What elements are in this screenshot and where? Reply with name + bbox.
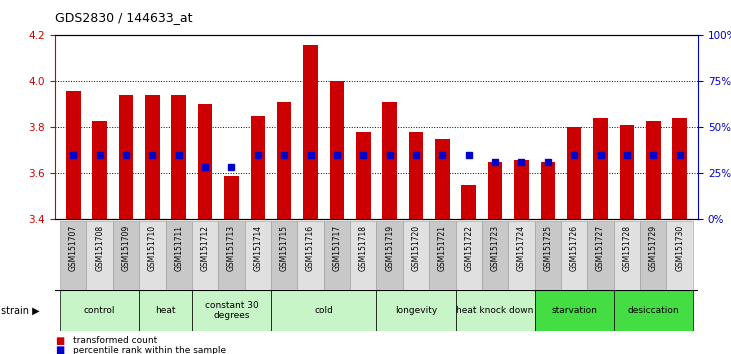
Text: GSM151727: GSM151727 — [596, 225, 605, 271]
Bar — [271, 290, 376, 331]
Bar — [118, 95, 133, 219]
Text: constant 30
degrees: constant 30 degrees — [205, 301, 258, 320]
Bar — [113, 221, 139, 292]
Bar — [277, 102, 292, 219]
Bar — [271, 221, 298, 292]
Text: starvation: starvation — [551, 306, 597, 315]
Text: ■: ■ — [55, 346, 64, 354]
Text: control: control — [84, 306, 115, 315]
Bar — [60, 221, 86, 292]
Text: GSM151725: GSM151725 — [543, 225, 553, 271]
Bar — [350, 221, 376, 292]
Bar — [303, 45, 318, 219]
Bar — [382, 102, 397, 219]
Text: GSM151710: GSM151710 — [148, 225, 157, 271]
Bar — [409, 132, 423, 219]
Text: GSM151718: GSM151718 — [359, 225, 368, 271]
Bar — [614, 221, 640, 292]
Bar — [534, 290, 614, 331]
Text: GSM151722: GSM151722 — [464, 225, 473, 271]
Bar — [165, 221, 192, 292]
Bar — [435, 139, 450, 219]
Bar — [330, 81, 344, 219]
Bar — [455, 290, 534, 331]
Bar — [673, 118, 687, 219]
Bar — [66, 91, 80, 219]
Bar — [139, 290, 192, 331]
Bar — [594, 118, 607, 219]
Text: heat: heat — [155, 306, 175, 315]
Bar — [198, 104, 212, 219]
Text: GSM151720: GSM151720 — [412, 225, 420, 271]
Bar — [561, 221, 588, 292]
Bar — [251, 116, 265, 219]
Bar — [245, 221, 271, 292]
Bar — [219, 221, 245, 292]
Text: longevity: longevity — [395, 306, 437, 315]
Bar — [92, 120, 107, 219]
Text: GSM151728: GSM151728 — [622, 225, 632, 271]
Text: GSM151717: GSM151717 — [333, 225, 341, 271]
Bar — [298, 221, 324, 292]
Text: GDS2830 / 144633_at: GDS2830 / 144633_at — [55, 11, 192, 24]
Text: GSM151730: GSM151730 — [675, 225, 684, 271]
Bar — [429, 221, 455, 292]
Bar — [488, 162, 502, 219]
Text: GSM151724: GSM151724 — [517, 225, 526, 271]
Bar — [455, 221, 482, 292]
Text: GSM151711: GSM151711 — [174, 225, 183, 271]
Bar — [356, 132, 371, 219]
Text: percentile rank within the sample: percentile rank within the sample — [73, 346, 226, 354]
Bar — [482, 221, 508, 292]
Bar — [588, 221, 614, 292]
Text: GSM151719: GSM151719 — [385, 225, 394, 271]
Text: ■: ■ — [55, 336, 64, 346]
Bar — [376, 290, 455, 331]
Text: GSM151715: GSM151715 — [280, 225, 289, 271]
Text: GSM151714: GSM151714 — [254, 225, 262, 271]
Text: GSM151709: GSM151709 — [121, 225, 131, 271]
Bar — [646, 120, 661, 219]
Bar — [224, 176, 239, 219]
Text: cold: cold — [314, 306, 333, 315]
Text: desiccation: desiccation — [627, 306, 679, 315]
Bar — [640, 221, 667, 292]
Bar — [461, 185, 476, 219]
Bar — [324, 221, 350, 292]
Text: GSM151729: GSM151729 — [649, 225, 658, 271]
Bar — [567, 127, 581, 219]
Text: GSM151723: GSM151723 — [491, 225, 499, 271]
Text: heat knock down: heat knock down — [456, 306, 534, 315]
Text: GSM151708: GSM151708 — [95, 225, 104, 271]
Bar — [139, 221, 165, 292]
Text: GSM151716: GSM151716 — [306, 225, 315, 271]
Text: GSM151707: GSM151707 — [69, 225, 77, 271]
Text: transformed count: transformed count — [73, 336, 157, 345]
Bar — [508, 221, 534, 292]
Text: GSM151721: GSM151721 — [438, 225, 447, 271]
Bar — [614, 290, 693, 331]
Bar — [534, 221, 561, 292]
Bar — [620, 125, 635, 219]
Bar — [192, 290, 271, 331]
Bar — [60, 290, 139, 331]
Bar — [667, 221, 693, 292]
Text: GSM151726: GSM151726 — [569, 225, 579, 271]
Bar — [403, 221, 429, 292]
Text: GSM151713: GSM151713 — [227, 225, 236, 271]
Bar — [145, 95, 159, 219]
Bar — [86, 221, 113, 292]
Text: strain ▶: strain ▶ — [1, 306, 40, 316]
Bar — [514, 160, 529, 219]
Bar — [541, 162, 555, 219]
Bar — [192, 221, 219, 292]
Bar — [172, 95, 186, 219]
Bar — [376, 221, 403, 292]
Text: GSM151712: GSM151712 — [200, 225, 210, 271]
